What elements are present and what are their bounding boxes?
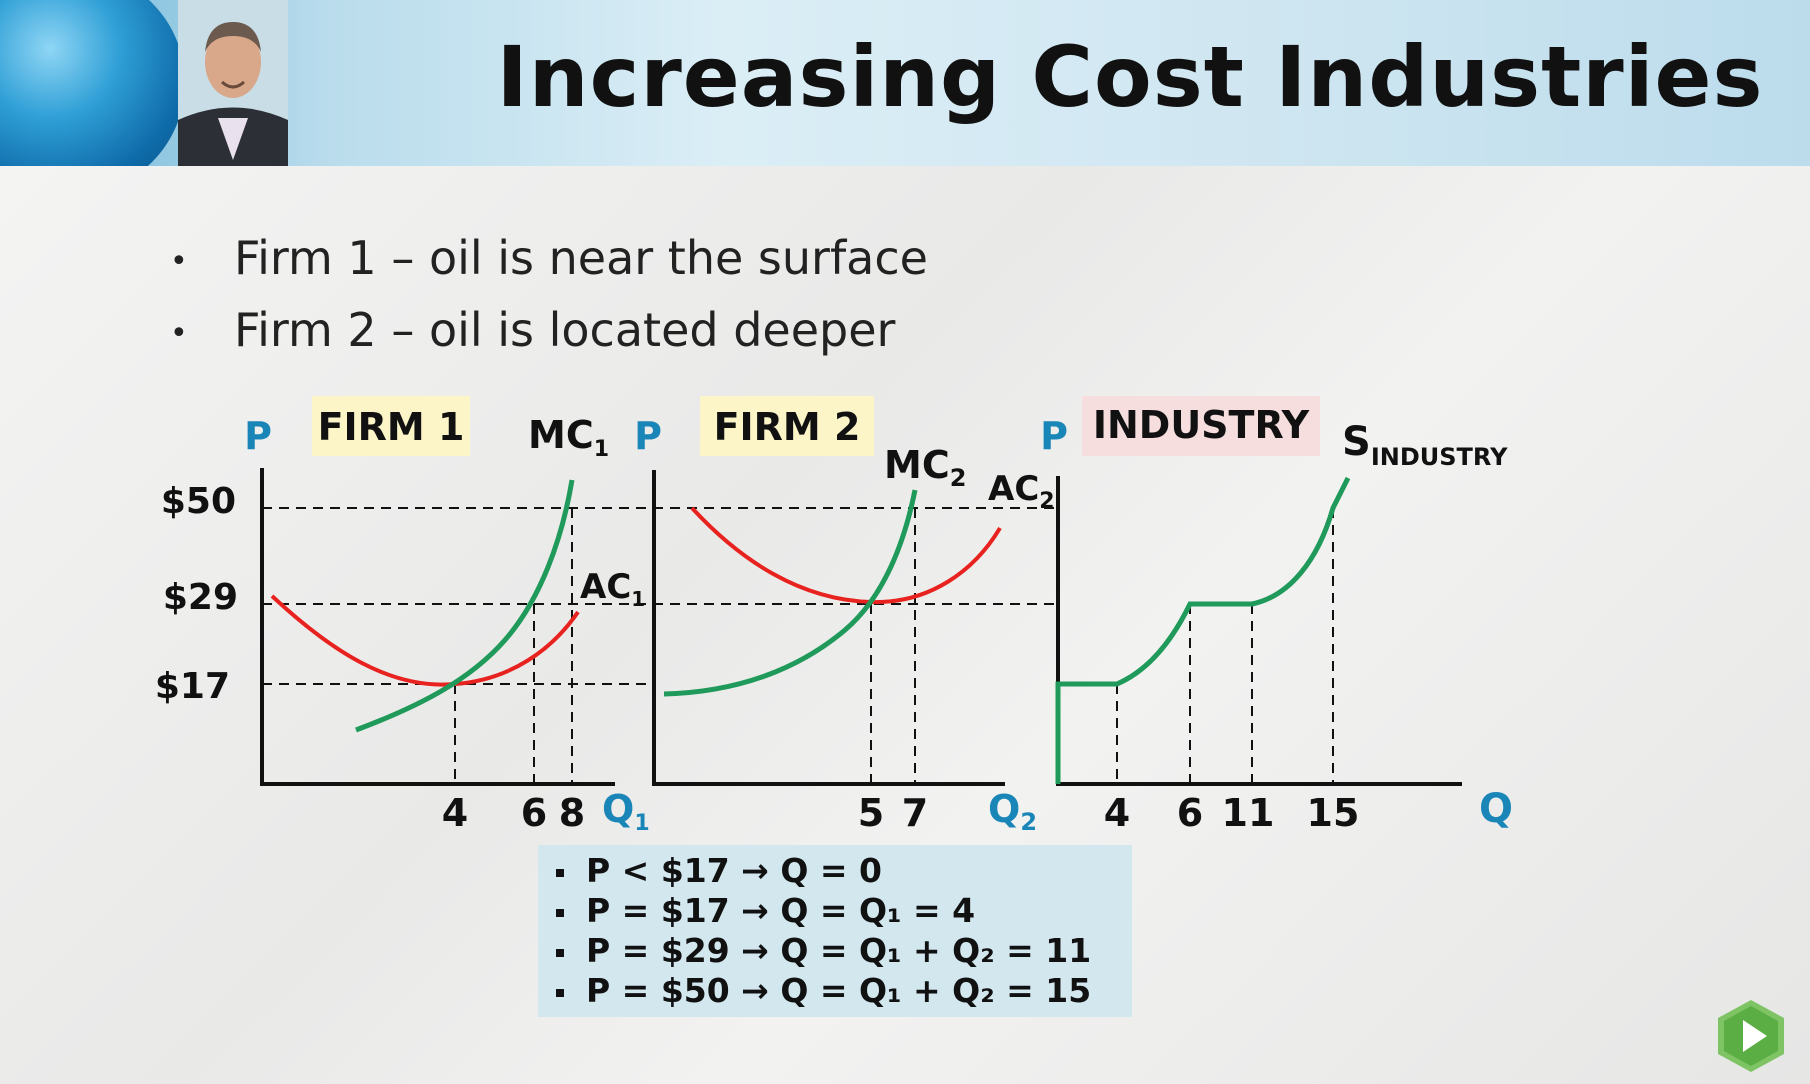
firm2-label: FIRM 2 [714,405,861,449]
note-text: P = $29 → Q = Q₁ + Q₂ = 11 [586,931,1092,970]
industry-label: INDUSTRY [1093,403,1310,447]
supply-schedule-note: P < $17 → Q = 0 P = $17 → Q = Q₁ = 4 P =… [538,845,1132,1017]
firm2-mc-curve [663,489,918,697]
firm1-ac-curve [270,594,580,687]
note-item: P < $17 → Q = 0 [556,851,1132,891]
firm1-x-axis-label: Q1 [602,787,650,836]
industry-q-tick: 15 [1307,791,1360,835]
firm1-mc-curve [355,479,575,733]
bullet-list: • Firm 1 – oil is near the surface • Firm … [170,222,928,366]
globe-image [0,0,185,166]
industry-q-tick: 11 [1222,791,1275,835]
note-text: P = $50 → Q = Q₁ + Q₂ = 15 [586,971,1092,1010]
firm2-guides [870,508,916,784]
presenter-video [178,0,288,166]
firm2-axes [652,470,1005,786]
industry-q-tick: 6 [1177,791,1203,835]
price-tick-17: $17 [155,666,230,707]
bullet-text: Firm 1 – oil is near the surface [234,231,928,285]
firm1-guides [262,507,1058,784]
industry-supply-label: SINDUSTRY [1342,419,1508,471]
firm2-q-tick: 5 [858,791,884,835]
note-text: P < $17 → Q = 0 [586,851,882,890]
firm2-label-box [700,396,874,456]
square-bullet-icon [556,988,564,997]
industry-q-tick: 4 [1104,791,1130,835]
firm1-y-axis-label: P [244,414,272,458]
bullet-dot-icon: • [170,243,188,279]
firm1-label-box [312,396,470,456]
firm2-q-tick: 7 [902,791,928,835]
firm1-axes [260,468,615,786]
price-tick-29: $29 [163,577,238,618]
square-bullet-icon [556,908,564,917]
note-text: P = $17 → Q = Q₁ = 4 [586,891,976,930]
industry-supply-curve [1055,476,1351,784]
industry-x-axis-label: Q [1479,786,1513,832]
industry-y-axis-label: P [1040,414,1068,458]
slide-title: Increasing Cost Industries [496,28,1764,126]
square-bullet-icon [556,948,564,957]
square-bullet-icon [556,868,564,877]
firm1-label: FIRM 1 [318,405,465,449]
note-item: P = $17 → Q = Q₁ = 4 [556,891,1132,931]
industry-axes [1056,476,1462,786]
firm1-q-tick: 6 [521,791,547,835]
firm2-mc-label: MC2 [884,443,966,492]
note-item: P = $50 → Q = Q₁ + Q₂ = 15 [556,971,1132,1011]
firm2-y-axis-label: P [634,414,662,458]
bullet-item: • Firm 2 – oil is located deeper [170,294,928,366]
firm1-ac-label: AC1 [580,567,645,611]
industry-label-box [1082,396,1320,456]
firm1-mc-label: MC1 [528,413,609,462]
bullet-item: • Firm 1 – oil is near the surface [170,222,928,294]
industry-guides [1116,508,1334,784]
firm2-ac-curve [690,506,1002,605]
firm2-ac-label: AC2 [988,469,1055,514]
bullet-dot-icon: • [170,315,188,351]
firm1-q-tick: 4 [442,791,468,835]
industry-panel: INDUSTRY P SINDUSTRY 4 6 11 15 Q [1040,396,1513,835]
bullet-text: Firm 2 – oil is located deeper [234,303,896,357]
firm1-panel: FIRM 1 P MC1 AC1 $50 $29 $17 4 6 8 Q1 [155,396,1058,836]
note-item: P = $29 → Q = Q₁ + Q₂ = 11 [556,931,1132,971]
firm2-x-axis-label: Q2 [988,787,1037,836]
firm1-q-tick: 8 [559,791,585,835]
firm2-panel: FIRM 2 P MC2 AC2 5 7 Q2 [634,396,1055,836]
play-icon[interactable] [1716,998,1786,1074]
slide-header: Increasing Cost Industries [0,0,1810,166]
price-tick-50: $50 [161,481,236,522]
